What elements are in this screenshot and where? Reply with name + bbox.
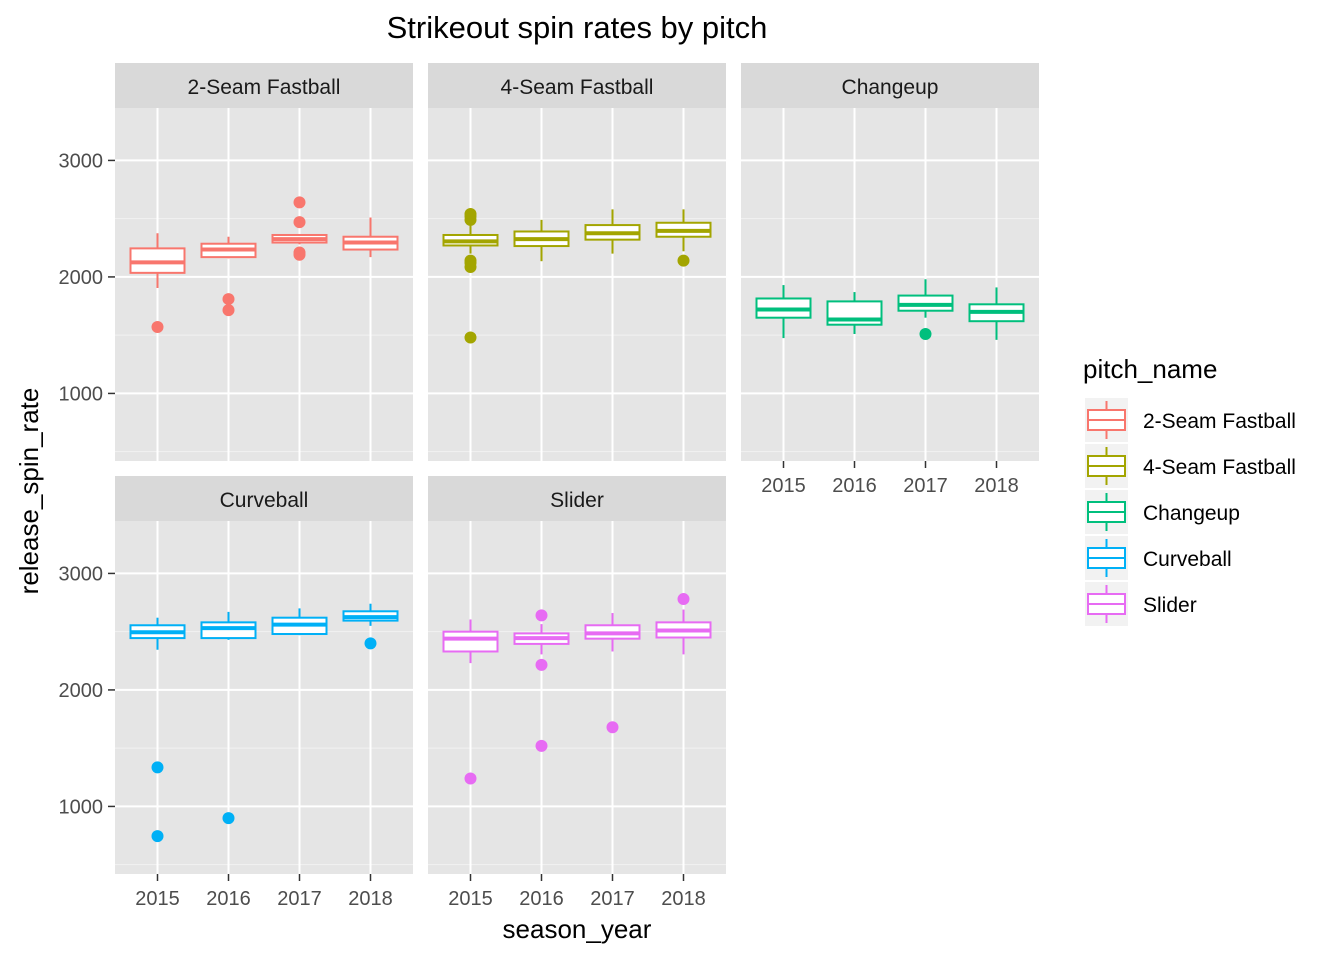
box-4-seam-fastball-2017 (584, 209, 641, 254)
legend-item-slider: Slider (1085, 582, 1197, 626)
x-tick-label: 2016 (206, 888, 251, 910)
x-tick-label: 2015 (448, 888, 493, 910)
box-4-seam-fastball-2015 (442, 208, 499, 344)
facet-strip-2-seam-fastball (115, 63, 413, 108)
outlier-point (464, 261, 477, 274)
legend-label-2-seam-fastball: 2-Seam Fastball (1143, 410, 1296, 433)
panel-background-slider (428, 521, 726, 874)
outlier-point (606, 721, 619, 734)
y-tick-label: 2000 (59, 267, 104, 289)
outlier-point (464, 772, 477, 785)
panel-background-4-seam-fastball (428, 108, 726, 461)
facet-strip-label-2-seam-fastball: 2-Seam Fastball (188, 76, 341, 99)
x-tick-label: 2018 (661, 888, 706, 910)
x-tick-label: 2017 (590, 888, 635, 910)
facet-strip-slider (428, 476, 726, 521)
facet-strip-label-changeup: Changeup (842, 76, 939, 99)
box-curveball-2017 (271, 608, 328, 636)
facet-slider: Slider 2015 2016 2017 2018 (428, 476, 726, 910)
box-changeup-2017 (897, 279, 954, 341)
x-tick-label: 2017 (903, 475, 948, 497)
facet-strip-label-slider: Slider (550, 489, 604, 512)
outlier-point (222, 293, 235, 306)
facet-strip-curveball (115, 476, 413, 521)
box-changeup-2018 (968, 287, 1025, 340)
outlier-point (151, 761, 164, 774)
box-4-seam-fastball-2016 (513, 219, 570, 262)
panel-background-changeup (741, 108, 1039, 461)
box-changeup-2016 (826, 292, 883, 335)
facet-changeup: Changeup 2015 2016 2017 2018 (741, 63, 1039, 497)
facet-curveball: Curveball 1000 2000 3000 2015 2016 2017 2018 (59, 476, 413, 910)
facet-strip-changeup (741, 63, 1039, 108)
legend-item-curveball: Curveball (1085, 536, 1232, 580)
y-tick-label: 2000 (59, 680, 104, 702)
y-tick-label: 3000 (59, 150, 104, 172)
x-tick-label: 2017 (277, 888, 322, 910)
box-2-seam-fastball-2016 (200, 236, 257, 317)
outlier-point (464, 331, 477, 344)
facet-strip-4-seam-fastball (428, 63, 726, 108)
facet-panels: 2-Seam Fastball 1000 2000 3000 4-Seam Fastba… (59, 63, 1039, 910)
outlier-point (535, 658, 548, 671)
box-iqr (442, 630, 499, 653)
y-tick-label: 1000 (59, 383, 104, 405)
y-tick-label: 3000 (59, 563, 104, 585)
box-slider-2016 (513, 609, 570, 752)
box-slider-2017 (584, 613, 641, 734)
box-2-seam-fastball-2017 (271, 196, 328, 261)
legend-item-changeup: Changeup (1085, 490, 1240, 534)
outlier-point (464, 213, 477, 226)
outlier-point (677, 254, 690, 267)
legend-label-changeup: Changeup (1143, 502, 1240, 525)
legend-label-slider: Slider (1143, 594, 1197, 617)
outlier-point (222, 304, 235, 317)
box-slider-2018 (655, 593, 712, 655)
box-4-seam-fastball-2018 (655, 209, 712, 267)
outlier-point (222, 812, 235, 825)
outlier-point (293, 216, 306, 229)
x-axis-title: season_year (503, 914, 652, 944)
legend-item-2-seam-fastball: 2-Seam Fastball (1085, 398, 1296, 442)
box-2-seam-fastball-2015 (129, 233, 186, 334)
facet-strip-label-4-seam-fastball: 4-Seam Fastball (501, 76, 654, 99)
x-tick-label: 2016 (832, 475, 877, 497)
legend: pitch_name 2-Seam Fastball 4-Seam Fastbal… (1083, 354, 1296, 626)
box-iqr (200, 621, 257, 640)
x-tick-label: 2018 (974, 475, 1019, 497)
outlier-point (151, 321, 164, 334)
y-tick-label: 1000 (59, 796, 104, 818)
x-tick-label: 2015 (135, 888, 180, 910)
facet-strip-label-curveball: Curveball (220, 489, 309, 512)
panel-background-curveball (115, 521, 413, 874)
outlier-point (535, 739, 548, 752)
box-2-seam-fastball-2018 (342, 217, 399, 258)
facet-4-seam-fastball: 4-Seam Fastball (428, 63, 726, 461)
outlier-point (677, 593, 690, 606)
outlier-point (293, 196, 306, 209)
outlier-point (293, 248, 306, 261)
box-slider-2015 (442, 619, 499, 785)
outlier-point (535, 609, 548, 622)
facet-2-seam-fastball: 2-Seam Fastball 1000 2000 3000 (59, 63, 413, 461)
box-curveball-2015 (129, 617, 186, 843)
x-tick-label: 2018 (348, 888, 393, 910)
legend-title: pitch_name (1083, 354, 1217, 384)
x-tick-label: 2015 (761, 475, 806, 497)
legend-item-4-seam-fastball: 4-Seam Fastball (1085, 444, 1296, 488)
outlier-point (919, 328, 932, 341)
y-axis-title: release_spin_rate (14, 388, 44, 595)
chart-title: Strikeout spin rates by pitch (387, 10, 768, 45)
box-curveball-2016 (200, 611, 257, 825)
panel-background-2-seam-fastball (115, 108, 413, 461)
box-curveball-2018 (342, 603, 399, 650)
outlier-point (151, 830, 164, 843)
legend-label-curveball: Curveball (1143, 548, 1232, 571)
box-changeup-2015 (755, 285, 812, 339)
legend-label-4-seam-fastball: 4-Seam Fastball (1143, 456, 1296, 479)
x-tick-label: 2016 (519, 888, 564, 910)
outlier-point (364, 637, 377, 650)
